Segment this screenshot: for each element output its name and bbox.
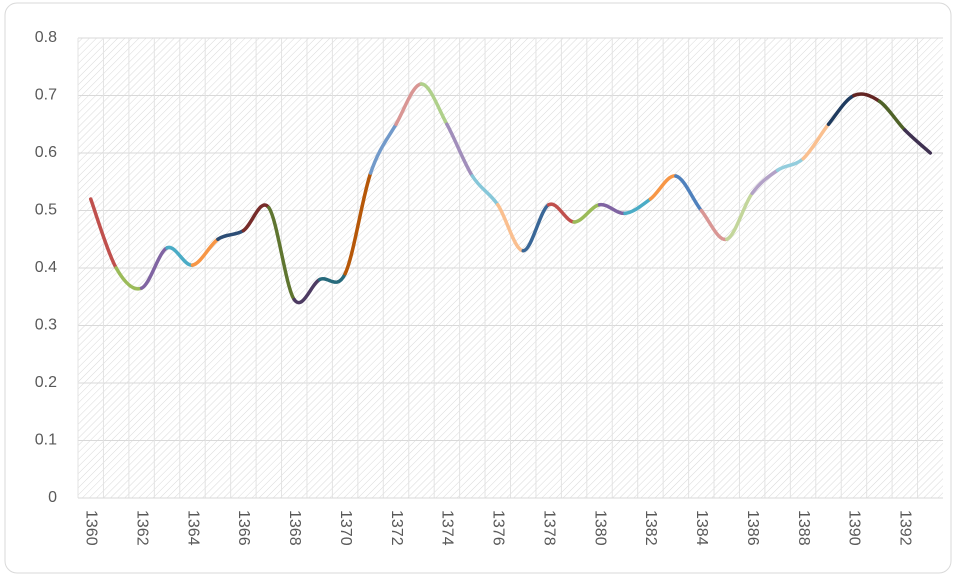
y-tick-label: 0.1 <box>35 432 57 449</box>
chart: 0 0.1 0.2 0.3 0.4 0.5 0.6 0.7 0.8 1360 1362 1364 136… <box>0 0 958 577</box>
x-tick-label: 1370 <box>337 510 354 546</box>
x-tick-label: 1378 <box>540 510 557 546</box>
y-tick-label: 0.6 <box>35 144 57 161</box>
x-tick-label: 1388 <box>795 510 812 546</box>
x-tick-label: 1380 <box>591 510 608 546</box>
x-tick-label: 1372 <box>388 510 405 546</box>
x-tick-label: 1382 <box>642 510 659 546</box>
x-tick-label: 1366 <box>235 510 252 546</box>
x-tick-label: 1364 <box>184 510 201 546</box>
y-tick-label: 0 <box>48 489 57 506</box>
x-tick-label: 1384 <box>693 510 710 546</box>
y-tick-label: 0.2 <box>35 374 57 391</box>
x-tick-label: 1362 <box>133 510 150 546</box>
x-tick-label: 1374 <box>439 510 456 546</box>
y-tick-label: 0.7 <box>35 87 57 104</box>
x-tick-label: 1376 <box>490 510 507 546</box>
y-tick-label: 0.8 <box>35 29 57 46</box>
x-tick-label: 1392 <box>897 510 914 546</box>
x-tick-label: 1386 <box>744 510 761 546</box>
x-tick-label: 1390 <box>846 510 863 546</box>
x-tick-label: 1368 <box>286 510 303 546</box>
y-tick-label: 0.5 <box>35 202 57 219</box>
y-tick-label: 0.3 <box>35 317 57 334</box>
x-tick-label: 1360 <box>82 510 99 546</box>
y-tick-label: 0.4 <box>35 259 57 276</box>
